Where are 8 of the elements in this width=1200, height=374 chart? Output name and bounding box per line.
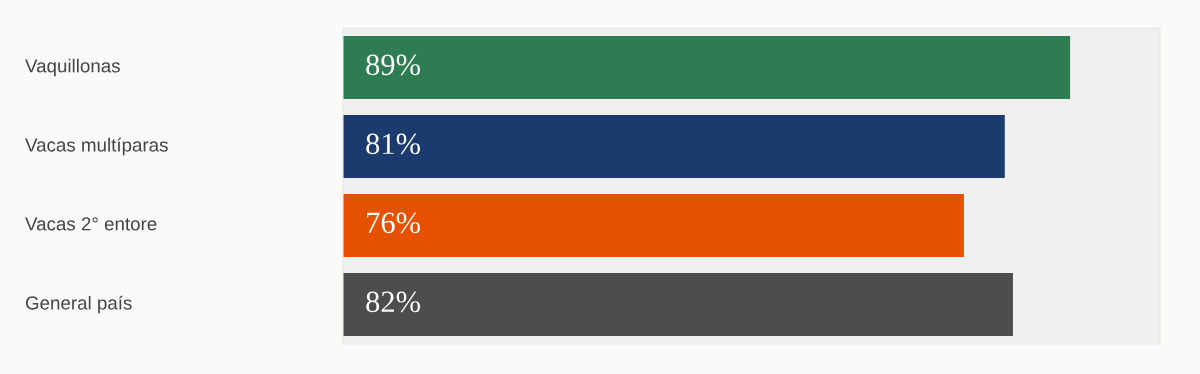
data-label: 81% bbox=[366, 133, 421, 155]
data-label: 82% bbox=[366, 291, 421, 313]
data-label: 89% bbox=[366, 54, 421, 76]
y-tick-label: Vaquillonas bbox=[25, 58, 120, 77]
y-tick-label: Vacas multíparas bbox=[25, 137, 168, 156]
data-label: 76% bbox=[367, 212, 421, 234]
y-tick-label: Vacas 2° entore bbox=[25, 217, 157, 231]
y-tick-label: General país bbox=[25, 295, 132, 314]
